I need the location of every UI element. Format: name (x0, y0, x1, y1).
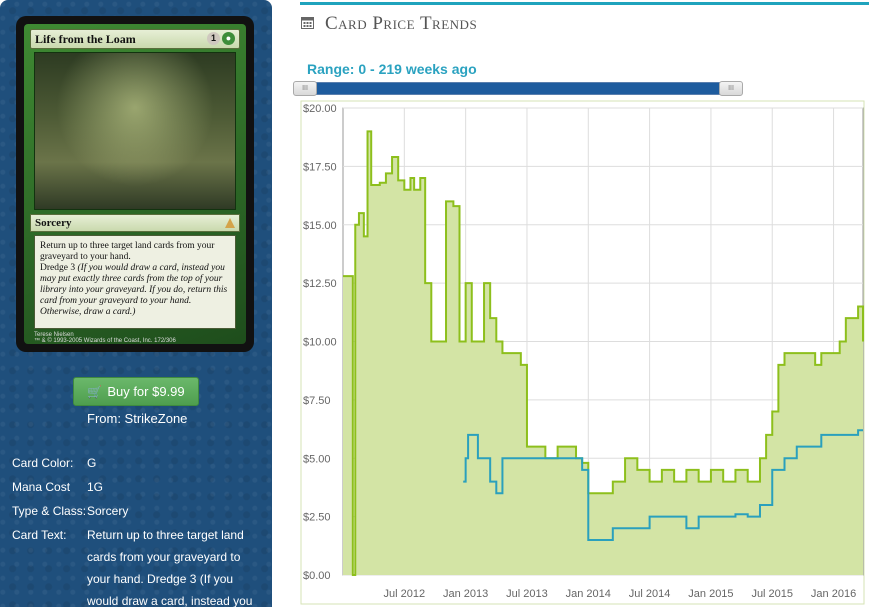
y-tick-label: $2.50 (303, 512, 331, 524)
x-tick-label: Jan 2013 (443, 588, 488, 600)
x-tick-label: Jul 2014 (629, 588, 671, 600)
generic-mana-icon: 1 (207, 32, 220, 45)
range-slider[interactable]: III III (293, 81, 743, 96)
x-tick-label: Jul 2012 (384, 588, 426, 600)
card-art (34, 52, 236, 210)
card-footer: Terese Nielsen ™ & © 1993-2005 Wizards o… (34, 332, 236, 344)
card-frame: Life from the Loam 1 ● Sorcery Return up… (24, 24, 246, 344)
series-area-fill (343, 131, 863, 575)
attr-value: 1G (87, 480, 104, 494)
attr-value: G (87, 456, 97, 470)
y-tick-label: $10.00 (303, 337, 337, 349)
card-artist: Terese Nielsen (34, 332, 74, 338)
x-tick-label: Jul 2013 (506, 588, 548, 600)
card-dredge-reminder: (If you would draw a card, instead you m… (40, 263, 228, 317)
card-dredge-label: Dredge 3 (40, 263, 76, 273)
attr-key: Card Color: (12, 456, 74, 470)
buy-button-label: Buy for $9.99 (107, 384, 185, 399)
calendar-icon (301, 17, 314, 29)
x-tick-label: Jan 2016 (811, 588, 856, 600)
y-tick-label: $20.00 (303, 103, 337, 115)
set-symbol-icon (225, 218, 235, 228)
seller-label: From: StrikeZone (87, 411, 188, 426)
card-dredge-text: Dredge 3 (If you would draw a card, inst… (40, 263, 230, 318)
cart-icon: 🛒 (87, 385, 103, 399)
card-type-bar: Sorcery (30, 214, 240, 232)
card-sidebar: Life from the Loam 1 ● Sorcery Return up… (0, 0, 272, 608)
card-name-bar: Life from the Loam 1 ● (30, 29, 240, 49)
mana-symbols: 1 ● (207, 32, 235, 45)
range-slider-left-handle[interactable]: III (293, 81, 317, 96)
attr-value: Sorcery (87, 504, 129, 518)
green-mana-icon: ● (222, 32, 235, 45)
chart-border (300, 100, 865, 605)
attr-key: Card Text: (12, 528, 67, 542)
x-tick-label: Jan 2015 (688, 588, 733, 600)
card-rules-box: Return up to three target land cards fro… (34, 235, 236, 329)
attr-key: Type & Class: (12, 504, 87, 518)
price-chart: $0.00 $2.50 $5.00 $7.50 $10.00 $12.50 $15.00 $1… (300, 100, 865, 605)
card-rules-text: Return up to three target land cards fro… (40, 241, 215, 262)
y-tick-label: $0.00 (303, 570, 331, 582)
section-title: Card Price Trends (325, 13, 478, 34)
range-slider-right-handle[interactable]: III (719, 81, 743, 96)
series-line-blue (463, 429, 863, 541)
range-label: Range: 0 - 219 weeks ago (307, 61, 477, 77)
x-tick-label: Jul 2015 (751, 588, 793, 600)
attr-value: Return up to three target land cards fro… (87, 528, 253, 608)
card-name: Life from the Loam (35, 32, 136, 46)
y-tick-label: $17.50 (303, 161, 337, 173)
y-tick-label: $12.50 (303, 278, 337, 290)
card-type-line: Sorcery (35, 217, 72, 229)
y-tick-label: $15.00 (303, 220, 337, 232)
attr-key: Mana Cost (12, 480, 71, 494)
y-tick-label: $5.00 (303, 453, 331, 465)
x-tick-label: Jan 2014 (566, 588, 611, 600)
y-tick-label: $7.50 (303, 395, 331, 407)
buy-button[interactable]: 🛒 Buy for $9.99 (73, 377, 199, 406)
card-copyright: ™ & © 1993-2005 Wizards of the Coast, In… (34, 338, 176, 344)
card-image: Life from the Loam 1 ● Sorcery Return up… (16, 16, 254, 352)
section-accent-rule (300, 2, 869, 5)
